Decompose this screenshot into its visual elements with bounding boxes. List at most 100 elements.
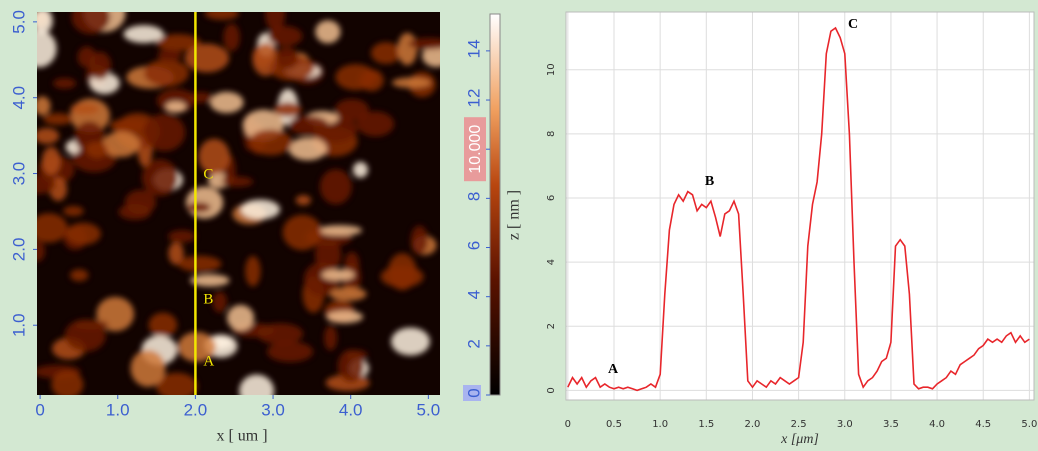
y-tick-label: 4.0 <box>9 86 28 110</box>
x-tick-label: 5.0 <box>1021 419 1037 430</box>
afm-grain <box>102 131 140 158</box>
afm-grain <box>37 175 57 195</box>
afm-grain <box>282 214 322 251</box>
y-tick-label: 2.0 <box>9 238 28 262</box>
afm-grain <box>265 12 286 32</box>
afm-grain <box>37 213 68 243</box>
afm-grain <box>37 127 60 144</box>
x-tick-label: 5.0 <box>417 400 441 419</box>
x-tick-label: 4.0 <box>929 419 945 430</box>
x-tick-label: 4.5 <box>975 419 991 430</box>
y-tick-label: 0 <box>546 387 557 393</box>
afm-grain <box>65 222 101 245</box>
afm-grain <box>86 141 108 159</box>
x-axis-label: x [μm] <box>780 432 819 447</box>
afm-grain <box>155 34 201 51</box>
afm-grain <box>267 341 314 363</box>
afm-grain <box>249 129 293 156</box>
afm-grain <box>380 265 424 288</box>
afm-grain <box>41 146 61 176</box>
afm-grain <box>223 23 240 52</box>
y-tick-label: 6 <box>546 195 557 201</box>
afm-grain <box>315 20 341 44</box>
y-tick-label: 10 <box>546 63 557 76</box>
colorbar-zero-box <box>463 385 481 401</box>
afm-grain <box>51 370 84 395</box>
afm-grain <box>168 242 184 265</box>
afm-grain <box>156 372 198 395</box>
y-tick-label: 4 <box>546 259 557 265</box>
colorbar-tick-label: 12 <box>464 89 483 108</box>
colorbar-tick-label: 0 <box>464 388 483 397</box>
afm-grain <box>227 304 255 331</box>
colorbar-tick-label: 6 <box>464 241 483 250</box>
afm-grain <box>319 169 352 205</box>
afm-grain <box>70 102 100 116</box>
afm-grain <box>184 43 230 73</box>
afm-grain <box>143 113 186 152</box>
afm-grain <box>72 319 109 330</box>
colorbar-marker-label: 10.000 <box>467 125 484 174</box>
afm-grain <box>408 37 440 50</box>
y-tick-label: 2 <box>546 323 557 329</box>
x-tick-label: 0 <box>565 419 571 430</box>
afm-grain <box>37 96 51 116</box>
x-tick-label: 1.5 <box>698 419 714 430</box>
afm-grain <box>288 115 329 136</box>
colorbar-label: z [ nm ] <box>506 190 523 240</box>
afm-grain <box>130 349 166 387</box>
plot-area <box>566 12 1034 400</box>
colorbar <box>489 13 501 396</box>
profile-annotation: C <box>203 166 213 182</box>
afm-grain <box>317 225 363 236</box>
afm-grain <box>321 269 355 281</box>
afm-grain <box>198 138 230 175</box>
afm-grain <box>53 77 77 89</box>
afm-grain <box>37 12 53 34</box>
afm-grain <box>256 323 304 345</box>
afm-grain <box>239 374 275 395</box>
afm-grain <box>63 205 84 217</box>
colorbar-marker-box <box>464 117 486 182</box>
x-tick-label: 1.0 <box>106 400 130 419</box>
afm-grain <box>329 287 367 301</box>
x-tick-label: 1.0 <box>652 419 668 430</box>
afm-grain <box>165 101 187 113</box>
afm-grain <box>221 176 254 187</box>
afm-grain <box>204 12 239 20</box>
y-tick-label: 1.0 <box>9 313 28 337</box>
afm-grain <box>88 51 112 80</box>
afm-grain <box>422 44 440 68</box>
x-tick-label: 0 <box>35 400 44 419</box>
y-tick-label: 8 <box>546 131 557 137</box>
afm-grain <box>324 325 338 351</box>
plot-frame <box>565 11 1035 401</box>
x-tick-label: 3.0 <box>261 400 285 419</box>
afm-grain <box>245 255 261 287</box>
afm-grain <box>334 98 369 121</box>
x-tick-label: 3.5 <box>883 419 899 430</box>
profile-annotation: A <box>203 353 214 369</box>
annotation: A <box>608 362 619 377</box>
afm-grain <box>397 32 418 66</box>
afm-grain <box>177 255 222 272</box>
afm-grain <box>370 42 401 64</box>
afm-grain <box>391 77 432 89</box>
afm-grain <box>337 349 365 383</box>
afm-grain <box>212 291 227 313</box>
x-tick-label: 2.0 <box>745 419 761 430</box>
afm-grain <box>410 225 428 255</box>
afm-grain <box>124 189 157 215</box>
x-tick-label: 2.5 <box>791 419 807 430</box>
colorbar-tick-label: 14 <box>464 39 483 58</box>
afm-grain <box>295 195 312 206</box>
afm-grain <box>143 59 189 87</box>
afm-texture <box>37 12 440 395</box>
afm-grain <box>37 240 45 262</box>
afm-grain <box>326 310 364 324</box>
profile-annotation: B <box>203 291 213 307</box>
afm-grain <box>391 327 430 356</box>
afm-grain <box>148 312 178 338</box>
afm-grain <box>273 102 302 117</box>
